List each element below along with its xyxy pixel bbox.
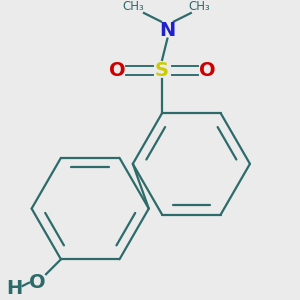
Text: H: H [6, 279, 22, 298]
Text: N: N [159, 21, 176, 40]
Text: O: O [29, 273, 46, 292]
Text: O: O [109, 61, 126, 80]
Text: CH₃: CH₃ [122, 0, 144, 13]
Text: O: O [199, 61, 215, 80]
Text: CH₃: CH₃ [188, 0, 210, 13]
Text: S: S [155, 61, 169, 80]
